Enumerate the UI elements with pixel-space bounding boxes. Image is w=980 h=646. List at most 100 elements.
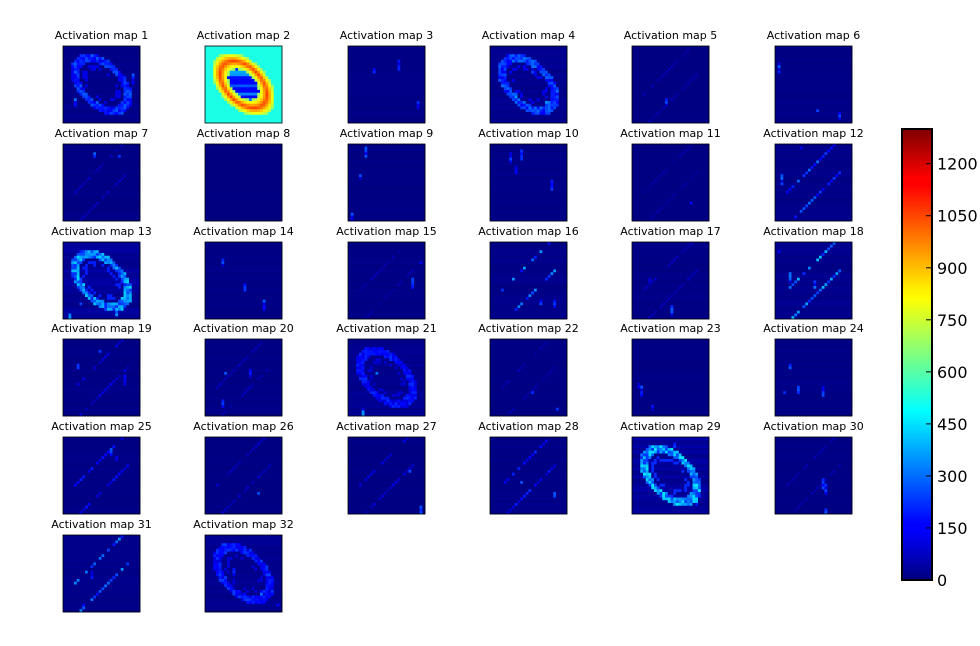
heatmap-cell xyxy=(375,46,379,50)
heatmap-cell xyxy=(268,57,272,61)
heatmap-cell xyxy=(689,62,693,66)
heatmap-cell xyxy=(74,114,78,118)
heatmap-cell xyxy=(112,106,116,110)
heatmap-cell xyxy=(251,112,255,116)
heatmap-cell xyxy=(109,103,113,107)
heatmap-cell xyxy=(238,103,242,107)
heatmap-cell xyxy=(205,70,209,74)
heatmap-cell xyxy=(104,114,108,118)
heatmap-cell xyxy=(553,46,557,50)
heatmap-cell xyxy=(71,146,75,150)
heatmap-cell xyxy=(364,79,368,83)
heatmap-cell xyxy=(536,76,540,80)
heatmap-cell xyxy=(98,90,102,94)
heatmap-cell xyxy=(698,59,702,63)
heatmap-cell xyxy=(115,59,119,63)
heatmap-cell xyxy=(129,46,133,50)
heatmap-cell xyxy=(364,46,368,50)
heatmap-cell xyxy=(645,117,649,121)
heatmap-cell xyxy=(662,73,666,77)
heatmap-cell xyxy=(648,114,652,118)
heatmap-cell xyxy=(687,46,691,50)
heatmap-cell xyxy=(224,65,228,69)
heatmap-cell xyxy=(654,65,658,69)
heatmap-cell xyxy=(109,98,113,102)
heatmap-cell xyxy=(495,70,499,74)
heatmap-cell xyxy=(120,120,124,124)
heatmap-cell xyxy=(678,54,682,58)
heatmap-cell xyxy=(843,101,847,105)
heatmap-cell xyxy=(416,62,420,66)
heatmap-cell xyxy=(367,120,371,124)
heatmap-cell xyxy=(531,84,535,88)
heatmap-cell xyxy=(692,65,696,69)
heatmap-cell xyxy=(74,103,78,107)
heatmap-cell xyxy=(531,117,535,121)
heatmap-cell xyxy=(676,62,680,66)
heatmap-cell xyxy=(246,76,250,80)
heatmap-cell xyxy=(411,59,415,63)
heatmap-cell xyxy=(802,68,806,72)
heatmap-cell xyxy=(265,79,269,83)
heatmap-cell xyxy=(107,157,111,161)
heatmap-cell xyxy=(348,79,352,83)
heatmap-cell xyxy=(849,112,853,116)
heatmap-cell xyxy=(667,46,671,50)
heatmap-cell xyxy=(659,112,663,116)
heatmap-cell xyxy=(137,84,141,88)
heatmap-cell xyxy=(495,62,499,66)
heatmap-cell xyxy=(698,62,702,66)
heatmap-cell xyxy=(260,79,264,83)
heatmap-cell xyxy=(824,81,828,85)
heatmap-cell xyxy=(411,84,415,88)
heatmap-cell xyxy=(82,146,86,150)
heatmap-cell xyxy=(501,46,505,50)
heatmap-cell xyxy=(419,106,423,110)
heatmap-cell xyxy=(104,87,108,91)
heatmap-cell xyxy=(654,79,658,83)
heatmap-cell xyxy=(419,48,423,52)
heatmap-cell xyxy=(523,59,527,63)
heatmap-cell xyxy=(687,68,691,72)
heatmap-cell xyxy=(645,54,649,58)
heatmap-cell xyxy=(87,157,91,161)
heatmap-cell xyxy=(115,103,119,107)
heatmap-cell xyxy=(706,95,710,99)
heatmap-cell xyxy=(684,109,688,113)
heatmap-cell xyxy=(501,65,505,69)
heatmap-cell xyxy=(835,92,839,96)
heatmap-cell xyxy=(813,81,817,85)
heatmap-cell xyxy=(553,79,557,83)
heatmap-cell xyxy=(205,95,209,99)
heatmap-cell xyxy=(213,120,217,124)
heatmap-cell xyxy=(243,84,247,88)
heatmap-cell xyxy=(268,109,272,113)
heatmap-cell xyxy=(640,70,644,74)
heatmap-cell xyxy=(832,68,836,72)
activation-map-panel-3: Activation map 3 xyxy=(340,29,433,124)
heatmap-cell xyxy=(98,144,102,148)
heatmap-cell xyxy=(846,76,850,80)
heatmap-cell xyxy=(514,92,518,96)
heatmap-cell xyxy=(819,62,823,66)
heatmap-cell xyxy=(65,92,69,96)
heatmap-cell xyxy=(98,117,102,121)
heatmap-cell xyxy=(249,87,253,91)
heatmap-cell xyxy=(665,92,669,96)
heatmap-cell xyxy=(229,95,233,99)
heatmap-cell xyxy=(799,79,803,83)
heatmap-cell xyxy=(676,57,680,61)
heatmap-cell xyxy=(835,68,839,72)
panel-title: Activation map 7 xyxy=(55,127,149,140)
heatmap-cell xyxy=(389,62,393,66)
heatmap-cell xyxy=(71,155,75,159)
heatmap-cell xyxy=(547,114,551,118)
heatmap-cell xyxy=(808,48,812,52)
heatmap-cell xyxy=(129,109,133,113)
heatmap-cell xyxy=(703,57,707,61)
heatmap-cell xyxy=(408,65,412,69)
heatmap-cell xyxy=(207,106,211,110)
heatmap-cell xyxy=(536,87,540,91)
heatmap-cell xyxy=(218,114,222,118)
heatmap-cell xyxy=(246,65,250,69)
